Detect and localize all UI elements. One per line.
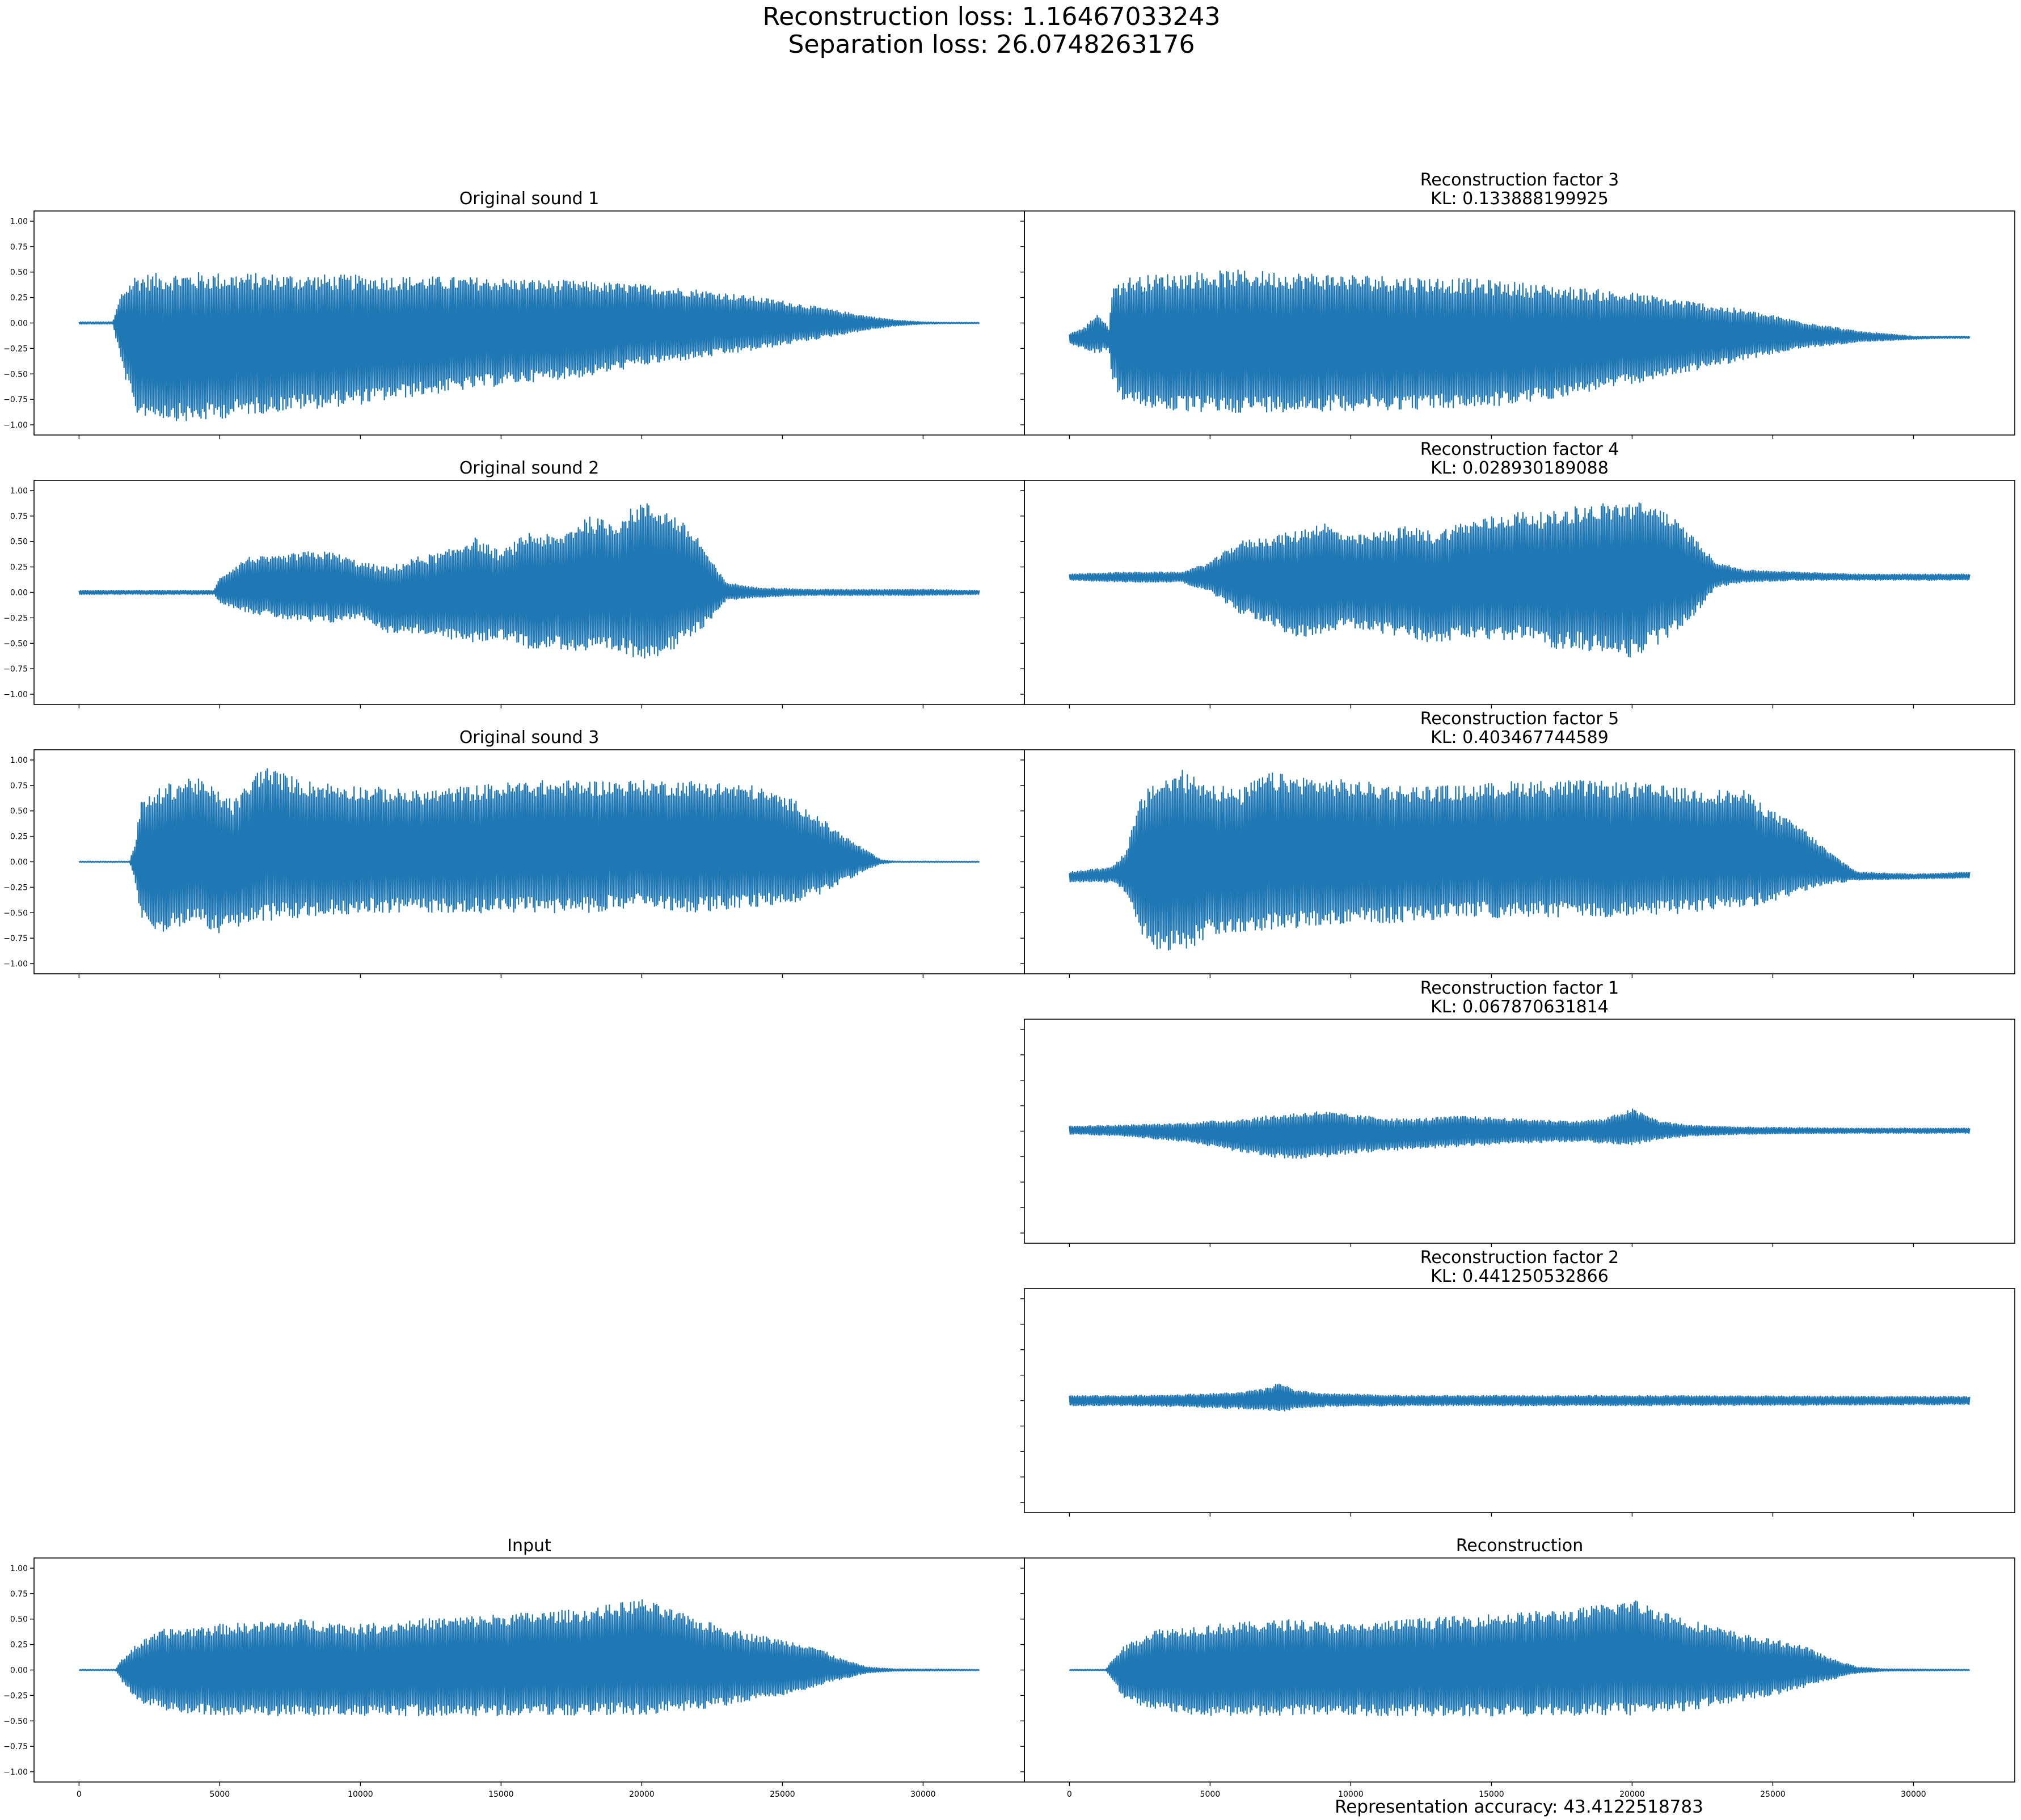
panel-rec2: Reconstruction factor 2KL: 0.44125053286… (1020, 1248, 2015, 1517)
panel-title-orig2-1: Original sound 2 (459, 458, 600, 478)
waveform-rec5 (1069, 770, 1971, 951)
panel-title-rec3-2: KL: 0.133888199925 (1431, 189, 1609, 209)
panel-title-recon-1: Reconstruction (1456, 1536, 1584, 1556)
xtick-label-input-4: 20000 (629, 1790, 655, 1799)
xtick-label-recon-3: 15000 (1479, 1790, 1504, 1799)
xtick-label-recon-6: 30000 (1901, 1790, 1926, 1799)
panel-title-rec1-2: KL: 0.067870631814 (1431, 997, 1609, 1017)
panel-title-rec5-1: Reconstruction factor 5 (1420, 709, 1619, 729)
ytick-label-orig3-4: 0.00 (10, 858, 28, 867)
xtick-label-input-0: 0 (77, 1790, 82, 1799)
representation-accuracy: Representation accuracy: 43.4122518783 (1335, 1797, 1703, 1817)
xtick-label-input-5: 25000 (770, 1790, 795, 1799)
panel-title-rec2-1: Reconstruction factor 2 (1420, 1248, 1619, 1268)
ytick-label-orig1-2: −0.50 (3, 370, 28, 379)
panel-orig1: Original sound 1 −1.00 −0.75 −0.50 −0.25 0.00… (3, 189, 1025, 439)
ytick-label-input-8: 1.00 (10, 1564, 28, 1573)
xtick-label-recon-0: 0 (1067, 1790, 1072, 1799)
panel-title-orig1-1: Original sound 1 (459, 189, 600, 209)
panel-title-rec1-1: Reconstruction factor 1 (1420, 978, 1619, 998)
panel-title-rec4-2: KL: 0.028930189088 (1431, 458, 1609, 478)
ytick-label-input-2: −0.50 (3, 1717, 28, 1726)
ytick-label-orig2-3: −0.25 (3, 614, 28, 623)
xtick-label-recon-2: 10000 (1338, 1790, 1364, 1799)
xtick-label-input-1: 5000 (210, 1790, 230, 1799)
waveform-recon (1069, 1600, 1971, 1717)
ytick-label-orig2-4: 0.00 (10, 589, 28, 598)
ytick-label-orig2-2: −0.50 (3, 639, 28, 648)
ytick-label-orig1-7: 0.75 (10, 243, 28, 252)
ytick-label-orig1-1: −0.75 (3, 395, 28, 404)
xtick-label-input-3: 15000 (488, 1790, 514, 1799)
ytick-label-orig1-5: 0.25 (10, 294, 28, 303)
xtick-label-recon-5: 25000 (1760, 1790, 1786, 1799)
ytick-label-orig1-3: −0.25 (3, 344, 28, 353)
panel-title-rec2-2: KL: 0.441250532866 (1431, 1266, 1609, 1286)
ytick-label-orig3-0: −1.00 (3, 960, 28, 969)
ytick-label-orig2-6: 0.50 (10, 538, 28, 547)
xtick-label-input-6: 30000 (910, 1790, 936, 1799)
panel-title-rec5-2: KL: 0.403467744589 (1431, 728, 1609, 748)
ytick-label-input-1: −0.75 (3, 1742, 28, 1751)
panel-rec4: Reconstruction factor 4KL: 0.02893018908… (1020, 440, 2015, 708)
panel-orig2: Original sound 2 −1.00 −0.75 −0.50 −0.25 0.00… (3, 458, 1025, 708)
waveform-input (78, 1599, 980, 1717)
ytick-label-orig2-1: −0.75 (3, 665, 28, 674)
waveform-rec2 (1069, 1383, 1971, 1412)
ytick-label-input-5: 0.25 (10, 1641, 28, 1650)
panel-title-rec3-1: Reconstruction factor 3 (1420, 170, 1619, 190)
ytick-label-orig3-8: 1.00 (10, 756, 28, 765)
waveform-orig3 (78, 768, 980, 934)
ytick-label-orig1-8: 1.00 (10, 217, 28, 226)
ytick-label-input-3: −0.25 (3, 1691, 28, 1700)
xtick-label-recon-1: 5000 (1200, 1790, 1221, 1799)
panel-rec5: Reconstruction factor 5KL: 0.40346774458… (1020, 709, 2015, 978)
panel-title-rec4-1: Reconstruction factor 4 (1420, 440, 1619, 459)
ytick-label-orig1-4: 0.00 (10, 319, 28, 328)
ytick-label-orig3-1: −0.75 (3, 934, 28, 943)
waveform-orig1 (78, 272, 980, 421)
ytick-label-orig3-7: 0.75 (10, 782, 28, 791)
ytick-label-orig1-6: 0.50 (10, 268, 28, 277)
ytick-label-orig3-5: 0.25 (10, 833, 28, 842)
xtick-label-input-2: 10000 (348, 1790, 373, 1799)
waveform-rec4 (1069, 502, 1971, 658)
suptitle-line-2: Separation loss: 26.0748263176 (788, 30, 1195, 59)
panel-recon: Reconstruction 0 5000 10000 15000 20000 25000 3… (1020, 1536, 2015, 1799)
ytick-label-input-0: −1.00 (3, 1768, 28, 1777)
panel-rec1: Reconstruction factor 1KL: 0.06787063181… (1020, 978, 2015, 1247)
suptitle-line-1: Reconstruction loss: 1.16467033243 (763, 2, 1221, 31)
ytick-label-orig3-3: −0.25 (3, 883, 28, 892)
panel-title-orig3-1: Original sound 3 (459, 728, 600, 748)
ytick-label-orig2-7: 0.75 (10, 512, 28, 521)
waveform-rec3 (1069, 269, 1971, 413)
ytick-label-input-4: 0.00 (10, 1666, 28, 1675)
waveform-orig2 (78, 503, 980, 659)
ytick-label-orig2-5: 0.25 (10, 563, 28, 572)
ytick-label-orig1-0: −1.00 (3, 421, 28, 430)
panel-orig3: Original sound 3 −1.00 −0.75 −0.50 −0.25 0.00… (3, 728, 1025, 978)
ytick-label-orig3-2: −0.50 (3, 909, 28, 918)
panel-rec3: Reconstruction factor 3KL: 0.13388819992… (1020, 170, 2015, 439)
ytick-label-orig2-0: −1.00 (3, 690, 28, 699)
waveform-rec1 (1069, 1108, 1971, 1159)
ytick-label-orig2-8: 1.00 (10, 487, 28, 496)
ytick-label-orig3-6: 0.50 (10, 807, 28, 816)
ytick-label-input-7: 0.75 (10, 1590, 28, 1599)
panel-title-input-1: Input (507, 1536, 551, 1556)
panel-input: Input −1.00 −0.75 −0.50 −0.25 0.00 0.25 0.50 0.7… (3, 1536, 1025, 1799)
ytick-label-input-6: 0.50 (10, 1615, 28, 1624)
xtick-label-recon-4: 20000 (1619, 1790, 1645, 1799)
